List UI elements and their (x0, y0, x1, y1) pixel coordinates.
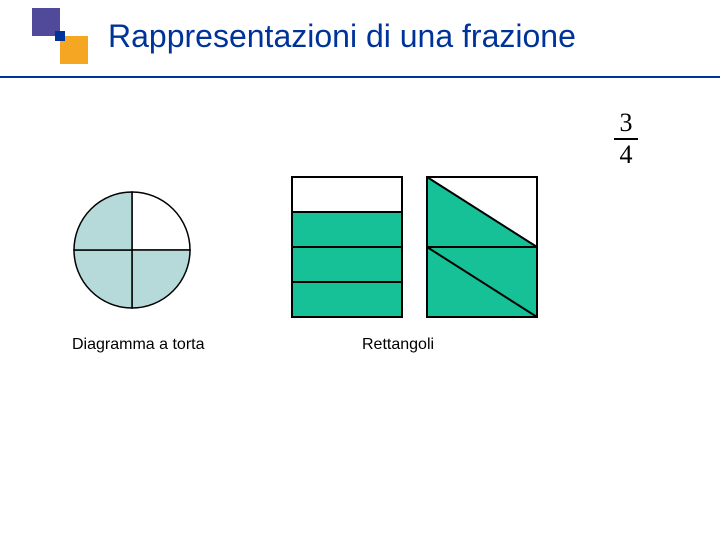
fraction-display: 3 4 (614, 110, 638, 168)
pie-label: Diagramma a torta (72, 336, 212, 354)
corner-decoration (0, 0, 110, 78)
rectangles-group (290, 175, 550, 330)
pie-chart (72, 190, 192, 315)
rectangles-label: Rettangoli (362, 336, 434, 354)
fraction-denominator: 4 (614, 142, 638, 168)
slide-title: Rappresentazioni di una frazione (108, 18, 576, 55)
title-underline (0, 76, 720, 78)
fraction-numerator: 3 (614, 110, 638, 136)
